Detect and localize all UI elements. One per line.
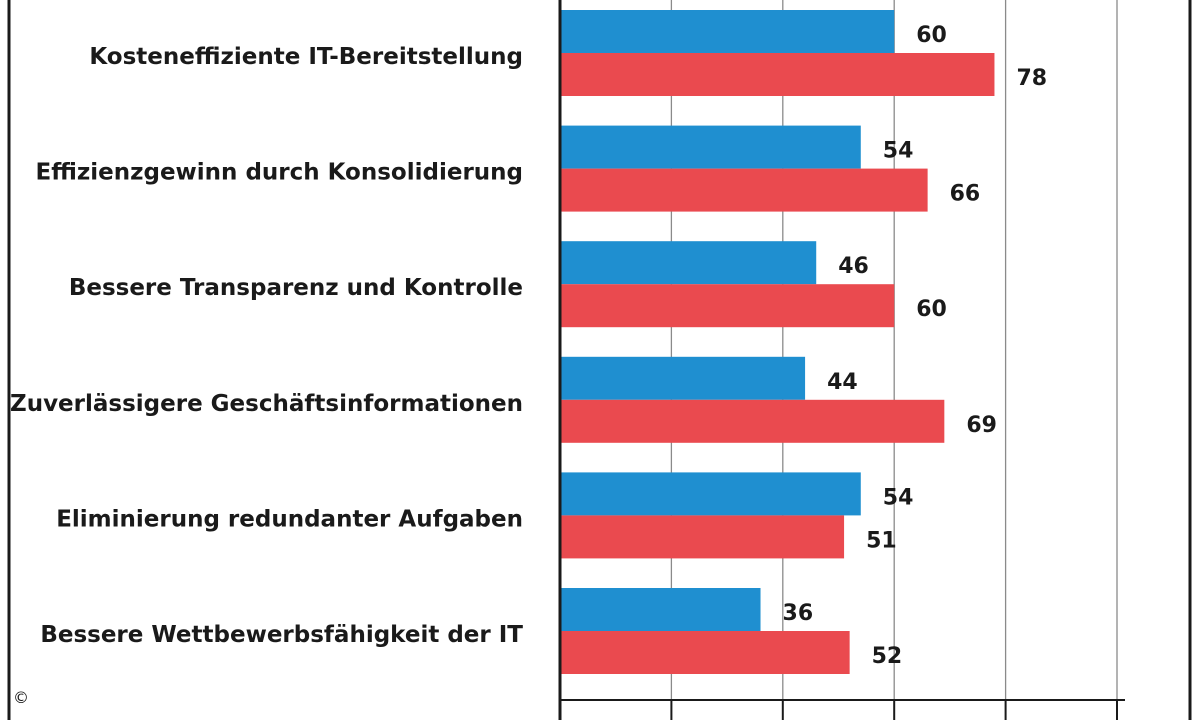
bar <box>560 10 895 53</box>
copyright-symbol: © <box>13 688 29 707</box>
category-label: Bessere Wettbewerbsfähigkeit der IT <box>40 622 523 648</box>
bar <box>560 168 928 212</box>
category-label: Bessere Transparenz und Kontrolle <box>69 275 523 301</box>
category-label: Eliminierung redundanter Aufgaben <box>56 506 523 532</box>
bar <box>560 631 850 674</box>
bar <box>560 284 895 328</box>
value-label: 60 <box>916 23 947 48</box>
value-label: 78 <box>1016 66 1047 91</box>
value-label: 44 <box>827 370 858 395</box>
bar <box>560 125 861 169</box>
bar <box>560 241 817 285</box>
bar <box>560 472 861 516</box>
value-label: 36 <box>783 601 814 626</box>
category-label: Effizienzgewinn durch Konsolidierung <box>36 160 524 186</box>
bar <box>560 356 806 400</box>
bar <box>560 399 945 443</box>
bar <box>560 588 761 631</box>
value-label: 69 <box>966 413 997 438</box>
category-label: Kosteneffiziente IT-Bereitstellung <box>89 44 523 70</box>
value-label: 51 <box>866 528 897 553</box>
bar <box>560 515 845 559</box>
value-label: 54 <box>883 139 914 164</box>
value-label: 52 <box>872 644 903 669</box>
value-label: 66 <box>950 182 981 207</box>
bar <box>560 53 995 96</box>
value-label: 54 <box>883 485 914 510</box>
value-label: 60 <box>916 297 947 322</box>
value-label: 46 <box>838 254 869 279</box>
category-label: Zuverlässigere Geschäftsinformationen <box>10 391 523 417</box>
